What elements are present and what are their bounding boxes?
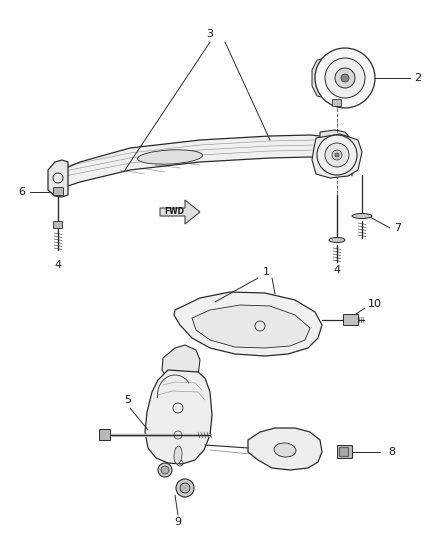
Circle shape — [158, 463, 172, 477]
Text: 5: 5 — [124, 395, 131, 405]
Ellipse shape — [329, 238, 345, 243]
Text: 6: 6 — [18, 187, 25, 197]
FancyBboxPatch shape — [338, 446, 353, 458]
Circle shape — [161, 466, 169, 474]
Polygon shape — [192, 305, 310, 348]
FancyBboxPatch shape — [343, 314, 358, 326]
Text: FWD: FWD — [164, 207, 184, 216]
Circle shape — [176, 479, 194, 497]
Ellipse shape — [352, 214, 372, 219]
Text: 1: 1 — [262, 267, 269, 277]
Polygon shape — [162, 345, 200, 383]
FancyBboxPatch shape — [332, 100, 342, 107]
Polygon shape — [320, 130, 350, 172]
Circle shape — [335, 153, 339, 157]
FancyBboxPatch shape — [340, 448, 348, 456]
Polygon shape — [48, 160, 68, 197]
Circle shape — [325, 58, 365, 98]
Ellipse shape — [174, 446, 182, 464]
Polygon shape — [174, 292, 322, 356]
Text: 10: 10 — [368, 299, 382, 309]
Text: 4: 4 — [54, 260, 62, 270]
Text: 2: 2 — [414, 73, 421, 83]
FancyBboxPatch shape — [53, 222, 63, 229]
Polygon shape — [312, 134, 362, 178]
Circle shape — [317, 135, 357, 175]
Ellipse shape — [138, 150, 202, 164]
Text: 3: 3 — [206, 29, 213, 39]
Text: 4: 4 — [333, 265, 341, 275]
Polygon shape — [160, 200, 200, 224]
Circle shape — [332, 150, 342, 160]
Polygon shape — [248, 428, 322, 470]
Circle shape — [180, 483, 190, 493]
Polygon shape — [50, 135, 330, 192]
Circle shape — [341, 74, 349, 82]
Text: 7: 7 — [395, 223, 402, 233]
FancyBboxPatch shape — [99, 430, 110, 440]
Text: 8: 8 — [389, 447, 396, 457]
Circle shape — [315, 48, 375, 108]
Text: 9: 9 — [174, 517, 182, 527]
FancyBboxPatch shape — [53, 188, 64, 196]
Ellipse shape — [274, 443, 296, 457]
Circle shape — [335, 68, 355, 88]
Polygon shape — [312, 56, 335, 100]
Polygon shape — [145, 370, 212, 464]
Circle shape — [325, 143, 349, 167]
